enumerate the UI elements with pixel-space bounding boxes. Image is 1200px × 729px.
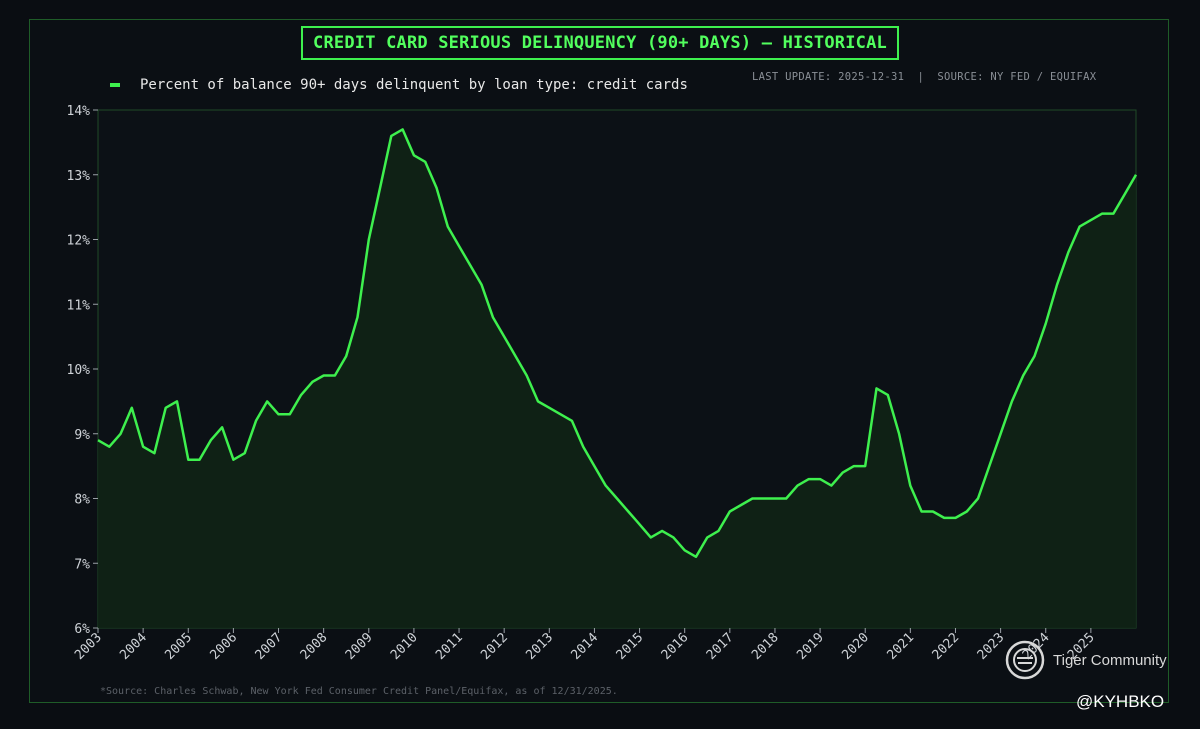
series-line — [97, 128, 1138, 559]
y-tick-label: 7% — [74, 557, 90, 572]
y-tick-label: 8% — [74, 493, 90, 508]
watermark-text: Tiger Community — [1053, 651, 1167, 669]
legend: Percent of balance 90+ days delinquent b… — [110, 74, 688, 96]
y-tick-label: 12% — [67, 234, 91, 249]
x-tick-label: 2009 — [343, 630, 376, 663]
watermark: Tiger Community — [1005, 640, 1167, 680]
y-tick-label: 10% — [67, 363, 91, 378]
x-tick-label: 2012 — [478, 630, 511, 663]
x-tick-label: 2018 — [749, 630, 782, 663]
legend-label: Percent of balance 90+ days delinquent b… — [140, 77, 688, 93]
x-tick-label: 2021 — [884, 630, 917, 663]
x-tick-label: 2019 — [794, 630, 827, 663]
x-tick-label: 2010 — [388, 630, 421, 663]
y-tick-label: 6% — [74, 622, 90, 637]
x-tick-label: 2008 — [298, 630, 331, 663]
x-tick-label: 2022 — [930, 630, 963, 663]
y-tick-label: 14% — [67, 104, 91, 119]
y-tick-label: 9% — [74, 428, 90, 443]
x-tick-label: 2013 — [523, 630, 556, 663]
x-tick-label: 2020 — [839, 630, 872, 663]
y-tick-label: 11% — [67, 298, 91, 313]
x-tick-label: 2016 — [659, 630, 692, 663]
y-tick-label: 13% — [67, 169, 91, 184]
series-area-fill — [98, 129, 1136, 628]
update-info: LAST UPDATE: 2025-12-31 | SOURCE: NY FED… — [752, 71, 1097, 83]
x-tick-label: 2014 — [569, 630, 602, 663]
source-footnote: *Source: Charles Schwab, New York Fed Co… — [100, 686, 618, 697]
x-tick-label: 2023 — [975, 630, 1008, 663]
x-tick-label: 2004 — [117, 630, 150, 663]
tiger-logo-icon — [1005, 640, 1045, 680]
x-tick-label: 2007 — [253, 630, 286, 663]
x-tick-label: 2005 — [162, 630, 195, 663]
legend-swatch — [110, 83, 120, 87]
x-tick-label: 2011 — [433, 630, 466, 663]
chart-title: CREDIT CARD SERIOUS DELINQUENCY (90+ DAY… — [301, 26, 899, 60]
author-handle: @KYHBKO — [1076, 692, 1165, 711]
x-tick-label: 2015 — [614, 630, 647, 663]
x-tick-label: 2006 — [207, 630, 240, 663]
x-tick-label: 2017 — [704, 630, 737, 663]
